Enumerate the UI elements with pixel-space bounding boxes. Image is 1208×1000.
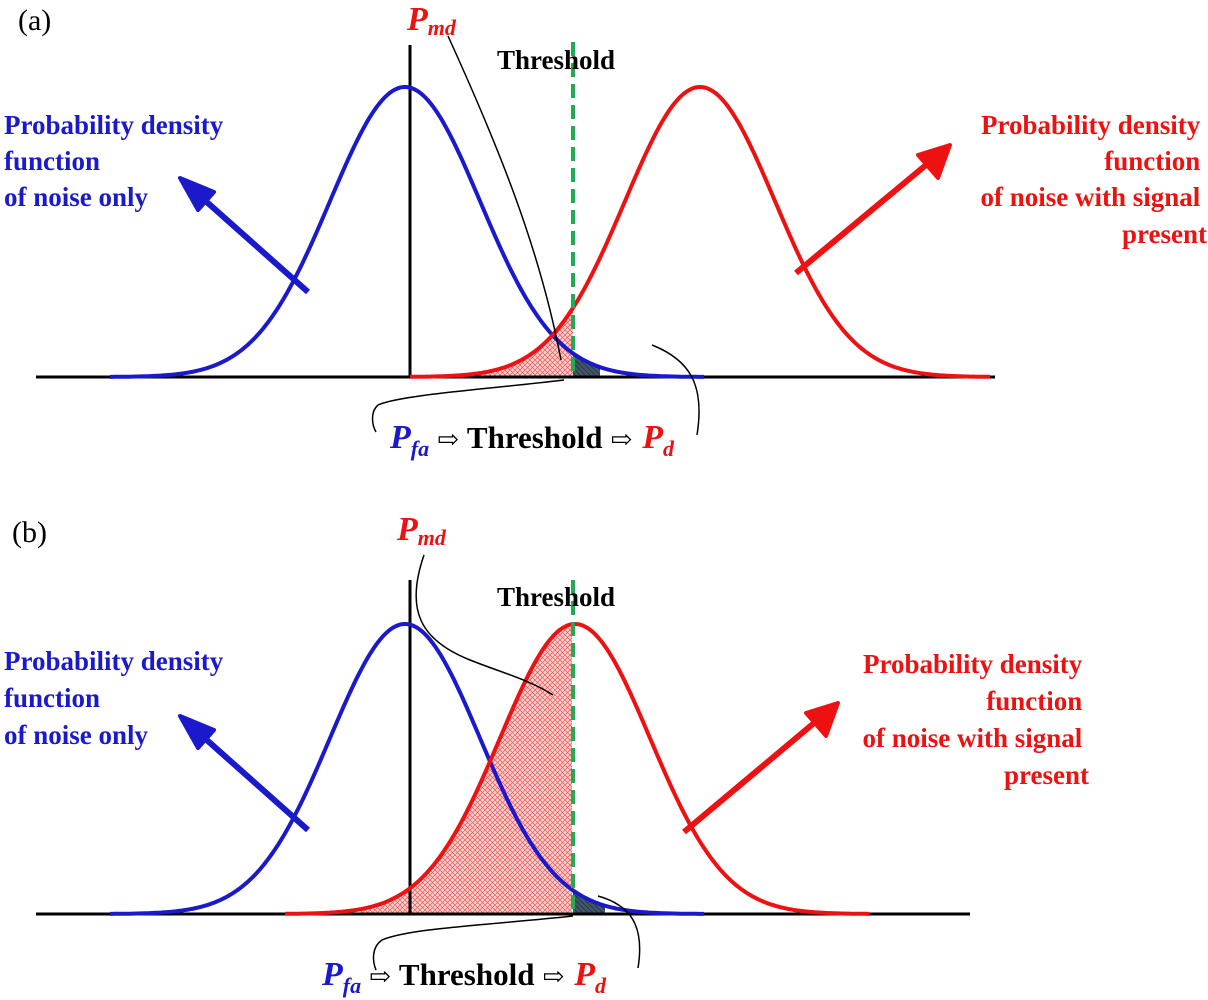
panel-a-pd-leader (651, 344, 700, 436)
panel-b: (b) Threshold Pmd Probability density fu… (4, 511, 1089, 998)
panel-a-noise-label: Probability density function of noise on… (4, 110, 230, 212)
panel-b-pfa-leader (372, 915, 574, 971)
panel-a-noise-curve (110, 85, 704, 379)
panel-a-pmd-region (470, 307, 573, 377)
panel-b-threshold-label: Threshold (497, 582, 615, 612)
panel-b-noise-arrow (178, 714, 310, 833)
panel-a-signal-arrow (794, 143, 952, 276)
panel-a-signal-label: Probability density function of noise wi… (980, 110, 1207, 249)
panel-b-signal-arrow (682, 701, 840, 835)
panel-b-noise-label: Probability density function of noise on… (4, 646, 230, 750)
panel-b-signal-label: Probability density function of noise wi… (862, 649, 1089, 790)
panel-a-pmd-leader (447, 35, 562, 361)
panel-a-tag: (a) (18, 4, 51, 37)
panel-a-pfa-leader (371, 379, 565, 433)
panel-b-signal-curve (285, 621, 869, 916)
panel-a: (a) Threshold Pmd Probability density fu… (4, 1, 1207, 461)
panel-b-pd-leader (597, 895, 641, 969)
panel-b-pmd-region (360, 624, 572, 914)
panel-b-tag: (b) (12, 516, 47, 549)
panel-b-pmd-leader (415, 554, 554, 696)
panel-b-pmd-label: Pmd (396, 511, 447, 550)
panel-a-noise-arrow (178, 176, 310, 295)
panel-b-flow: Pfa ⇨ Threshold ⇨ Pd (321, 956, 607, 998)
panel-a-pmd-label: Pmd (406, 1, 457, 40)
panel-a-flow: Pfa ⇨ Threshold ⇨ Pd (389, 419, 675, 461)
panel-a-signal-curve (410, 84, 990, 379)
panel-b-noise-curve (110, 622, 704, 916)
panel-a-threshold-label: Threshold (497, 45, 615, 75)
